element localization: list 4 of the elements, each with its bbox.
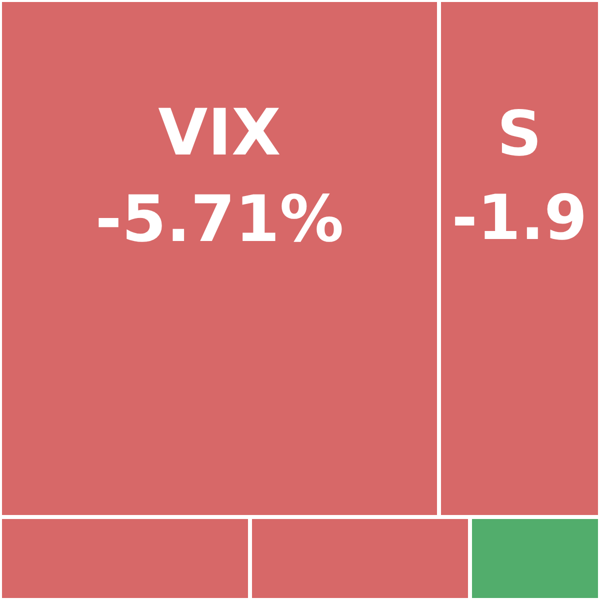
category-label: VIX <box>158 96 281 170</box>
data-label: -5.71% <box>95 182 344 257</box>
category-label: S <box>497 97 542 170</box>
data-label: -1.9 <box>452 180 588 254</box>
